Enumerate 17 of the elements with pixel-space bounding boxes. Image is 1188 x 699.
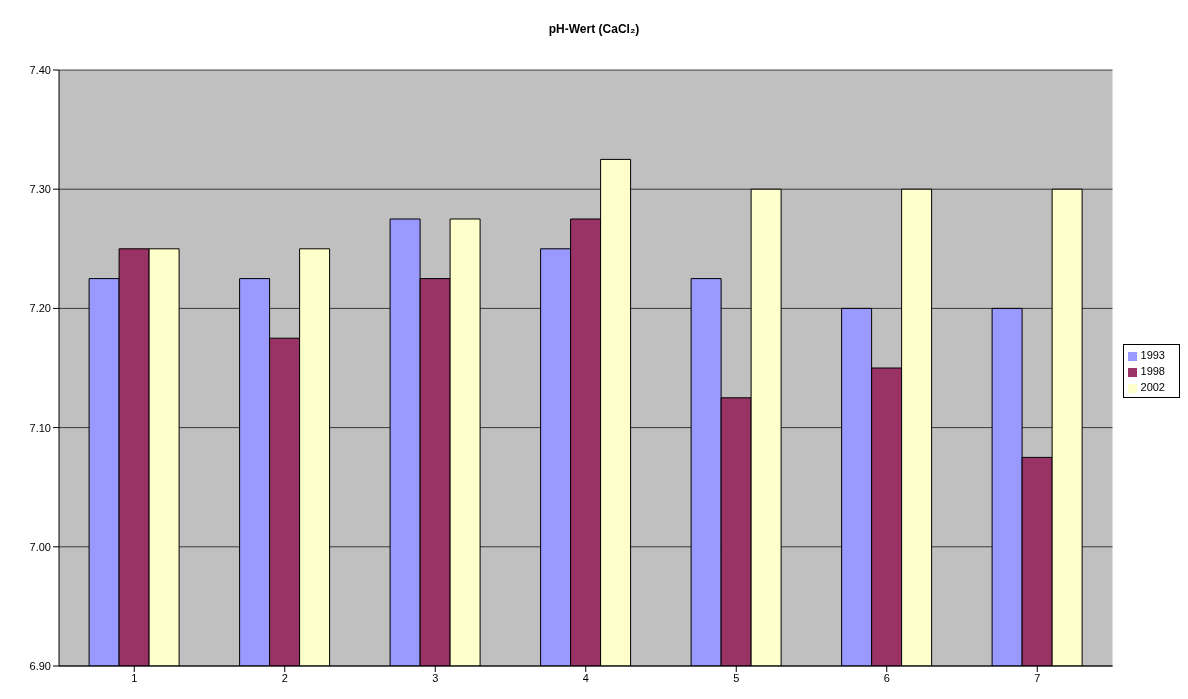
y-tick-label: 7.30 [29,183,51,196]
y-tick-label: 7.10 [29,421,51,434]
x-tick-label: 4 [582,671,589,684]
x-tick-label: 7 [1034,671,1041,684]
x-tick-label: 5 [733,671,740,684]
legend-label: 1993 [1140,349,1165,361]
legend-label: 1998 [1140,365,1165,377]
legend-label: 2002 [1140,381,1165,393]
x-tick-label: 2 [281,671,288,684]
x-tick-label: 6 [883,671,890,684]
y-tick-label: 7.00 [29,540,51,553]
x-tick-label: 1 [131,671,138,684]
y-tick-label: 6.90 [29,659,51,672]
chart-title: pH-Wert (CaCl₂) [547,21,641,38]
y-tick-label: 7.20 [29,302,51,315]
x-tick-label: 3 [432,671,439,684]
y-tick-label: 7.40 [29,63,51,76]
